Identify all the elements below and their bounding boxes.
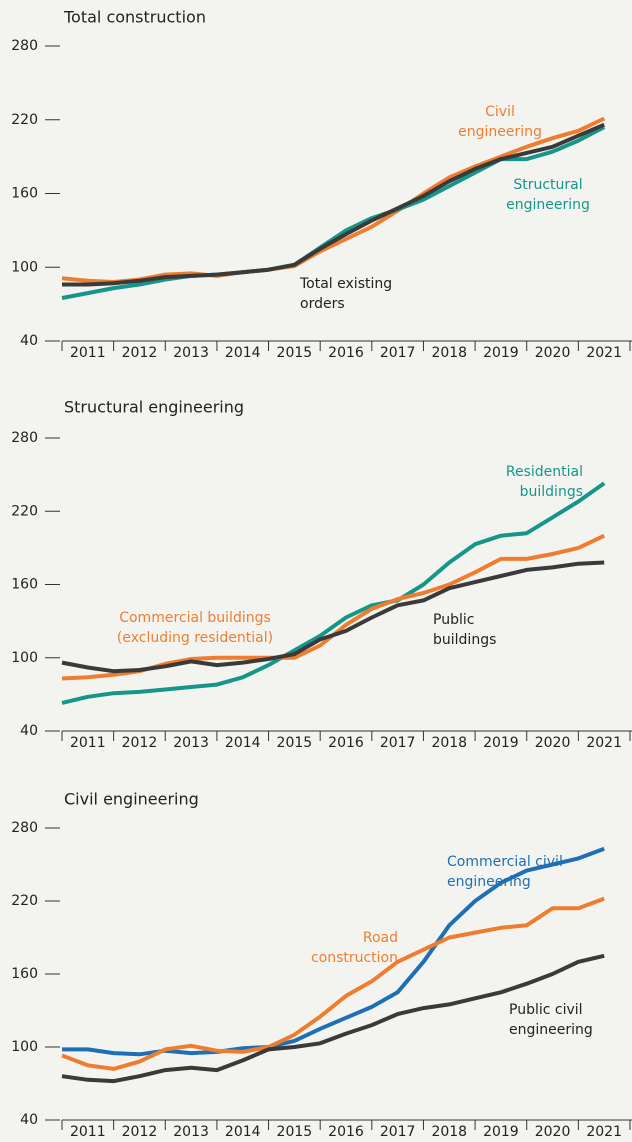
series-label: construction [311,950,398,966]
series-label: Public civil [509,1002,583,1018]
x-tick-label: 2016 [328,345,364,361]
y-tick-label: 40 [20,333,38,349]
series-label: Residential [506,464,583,480]
series-line [61,953,605,1084]
series-line [62,846,605,1057]
x-tick-label: 2011 [70,735,106,751]
x-tick-label: 2013 [173,345,209,361]
y-tick-label: 280 [11,38,38,54]
y-tick-label: 160 [11,577,38,593]
y-tick-label: 40 [20,1112,38,1128]
y-tick-label: 160 [11,186,38,202]
series-label: buildings [520,484,583,500]
x-tick-label: 2021 [586,1124,622,1140]
series-line [61,533,606,681]
y-tick-label: 100 [11,650,38,666]
x-tick-label: 2014 [225,345,261,361]
series-line [61,896,605,1071]
series-line [61,125,606,300]
x-tick-label: 2019 [483,1124,519,1140]
x-tick-label: 2015 [277,345,313,361]
x-tick-label: 2014 [225,1124,261,1140]
series-label: engineering [458,124,542,140]
chart-title: Total construction [63,8,206,27]
y-tick-label: 280 [11,820,38,836]
x-tick-label: 2019 [483,345,519,361]
series-label: engineering [509,1022,593,1038]
x-tick-label: 2011 [70,1124,106,1140]
series-label: Public [433,612,474,628]
x-tick-label: 2016 [328,1124,364,1140]
x-tick-label: 2020 [535,1124,571,1140]
x-tick-label: 2021 [586,735,622,751]
y-tick-label: 220 [11,503,38,519]
series-line [61,560,605,674]
y-tick-label: 220 [11,112,38,128]
y-tick-label: 100 [11,259,38,275]
x-tick-label: 2019 [483,735,519,751]
x-tick-label: 2014 [225,735,261,751]
x-tick-label: 2020 [535,735,571,751]
series-label: buildings [433,632,496,648]
x-tick-label: 2021 [586,345,622,361]
x-tick-label: 2018 [431,345,467,361]
series-label: Commercial civil [447,854,563,870]
x-tick-label: 2012 [122,1124,158,1140]
x-tick-label: 2011 [70,345,106,361]
series-label: engineering [506,197,590,213]
x-tick-label: 2015 [277,735,313,751]
chart-title: Civil engineering [64,790,199,809]
x-tick-label: 2018 [431,1124,467,1140]
series-label: (excluding residential) [117,630,273,646]
y-tick-label: 160 [11,966,38,982]
series-label: orders [300,296,345,312]
series-label: engineering [447,874,531,890]
series-label: Commercial buildings [119,610,271,626]
x-tick-label: 2018 [431,735,467,751]
y-tick-label: 280 [11,430,38,446]
x-tick-label: 2013 [173,735,209,751]
x-tick-label: 2012 [122,345,158,361]
x-tick-label: 2015 [277,1124,313,1140]
x-tick-label: 2017 [380,345,416,361]
series-label: Structural [513,177,582,193]
series-label: Total existing [299,276,392,292]
x-tick-label: 2013 [173,1124,209,1140]
series-line [62,122,605,287]
y-tick-label: 40 [20,723,38,739]
x-tick-label: 2012 [122,735,158,751]
y-tick-label: 100 [11,1039,38,1055]
x-tick-label: 2020 [535,345,571,361]
series-line [61,481,606,705]
series-label: Civil [485,104,515,120]
x-tick-label: 2017 [380,735,416,751]
y-tick-label: 220 [11,893,38,909]
series-label: Road [363,930,398,946]
x-tick-label: 2017 [380,1124,416,1140]
x-tick-label: 2016 [328,735,364,751]
chart-title: Structural engineering [64,398,244,417]
